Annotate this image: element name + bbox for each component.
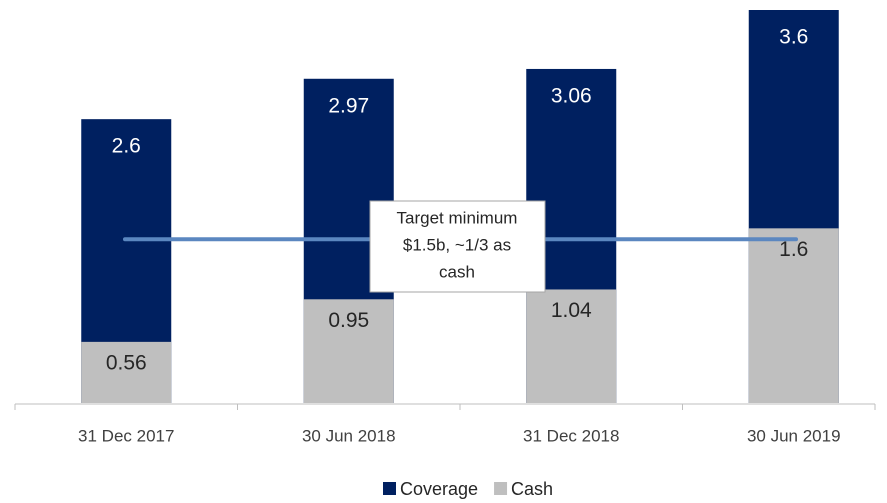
- legend-swatch: [494, 482, 508, 495]
- annotation-text: cash: [439, 262, 475, 281]
- legend-label: Cash: [511, 479, 553, 499]
- data-label: 2.97: [328, 94, 369, 117]
- x-tick-label: 30 Jun 2019: [747, 426, 841, 445]
- data-label: 1.6: [779, 238, 808, 261]
- x-tick-label: 31 Dec 2017: [78, 426, 174, 445]
- annotation-box: [369, 200, 546, 293]
- bar: [81, 341, 172, 403]
- bar: [748, 228, 839, 403]
- legend-label: Coverage: [400, 479, 478, 499]
- data-label: 0.95: [328, 309, 369, 332]
- data-label: 3.06: [551, 84, 592, 107]
- data-label: 3.6: [779, 26, 808, 49]
- x-tick-label: 30 Jun 2018: [302, 426, 396, 445]
- data-label: 0.56: [106, 351, 147, 374]
- annotation-text: $1.5b, ~1/3 as: [403, 235, 511, 254]
- x-tick-label: 31 Dec 2018: [523, 426, 619, 445]
- bar: [303, 299, 394, 403]
- data-label: 2.6: [112, 135, 141, 158]
- data-label: 1.04: [551, 299, 592, 322]
- annotation-text: Target minimum: [397, 208, 518, 227]
- legend-swatch: [383, 482, 396, 495]
- bar: [526, 289, 617, 403]
